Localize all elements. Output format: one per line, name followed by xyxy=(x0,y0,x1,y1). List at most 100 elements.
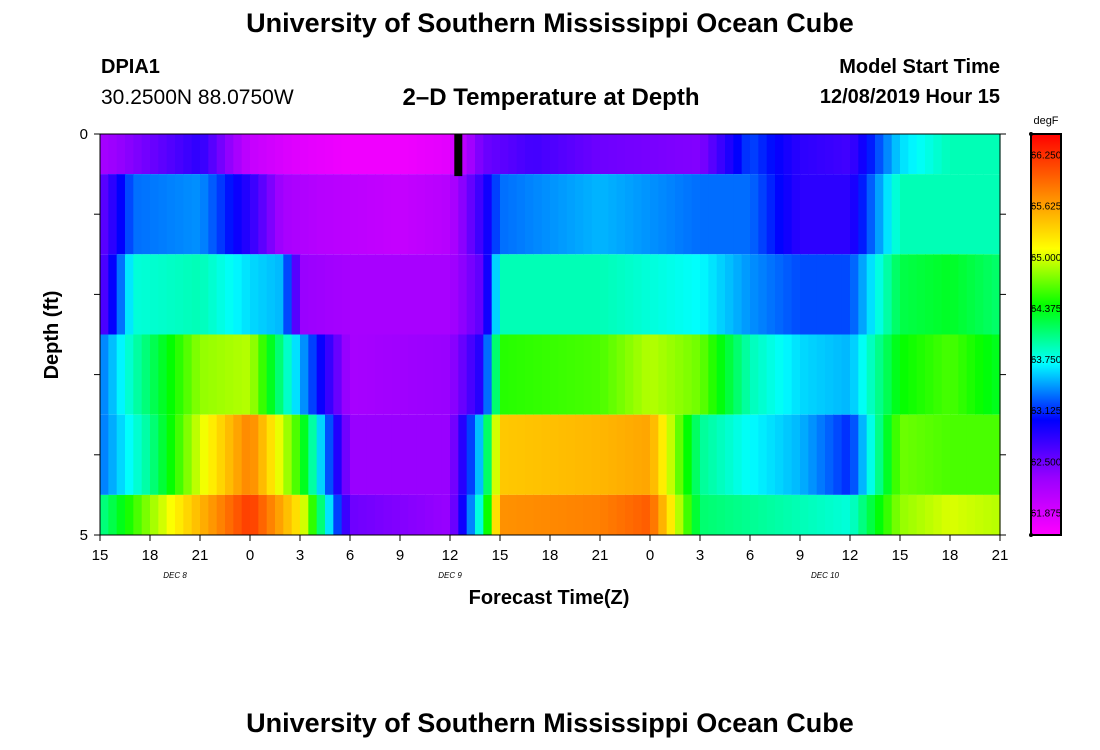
heatmap-cell xyxy=(800,254,809,335)
heatmap-cell xyxy=(658,254,668,335)
heatmap-cell xyxy=(316,334,326,415)
heatmap-cell xyxy=(200,334,209,415)
heatmap-cell xyxy=(675,494,684,535)
heatmap-cell xyxy=(658,174,668,255)
heatmap-cell xyxy=(658,414,668,495)
heatmap-cell xyxy=(941,134,951,175)
heatmap-cell xyxy=(716,334,726,415)
heatmap-cell xyxy=(641,494,651,535)
heatmap-cell xyxy=(875,494,884,535)
heatmap-cell xyxy=(450,414,459,495)
heatmap-cell xyxy=(891,134,901,175)
heatmap-cell xyxy=(983,134,993,175)
heatmap-cell xyxy=(741,414,751,495)
heatmap-cell xyxy=(366,134,376,175)
heatmap-cell xyxy=(458,334,468,415)
heatmap-cell xyxy=(500,134,509,175)
heatmap-cell xyxy=(883,174,893,255)
heatmap-cell xyxy=(433,494,443,535)
x-tick-label: 18 xyxy=(942,547,959,564)
heatmap-cell xyxy=(483,414,493,495)
heatmap-cell xyxy=(116,174,126,255)
heatmap-cell xyxy=(900,134,909,175)
heatmap-cell xyxy=(616,174,626,255)
heatmap-cell xyxy=(383,174,393,255)
heatmap-cell xyxy=(550,414,559,495)
heatmap-cell xyxy=(383,494,393,535)
heatmap-cell xyxy=(758,174,768,255)
heatmap-cell xyxy=(358,174,368,255)
heatmap-cell xyxy=(525,334,534,415)
heatmap-cell xyxy=(758,494,768,535)
heatmap-cell xyxy=(616,334,626,415)
heatmap-cell xyxy=(608,414,618,495)
heatmap-cell xyxy=(133,174,143,255)
heatmap-cell xyxy=(641,254,651,335)
heatmap-cell xyxy=(116,414,126,495)
heatmap-cell xyxy=(508,134,518,175)
heatmap-cell xyxy=(291,174,301,255)
heatmap-cell xyxy=(558,414,568,495)
heatmap-cell xyxy=(575,134,584,175)
heatmap-cell xyxy=(500,494,509,535)
heatmap-cell xyxy=(808,134,818,175)
heatmap-cell xyxy=(216,174,226,255)
heatmap-cell xyxy=(791,174,801,255)
heatmap-cell xyxy=(891,494,901,535)
heatmap-cell xyxy=(375,174,384,255)
heatmap-cell xyxy=(891,254,901,335)
heatmap-cell xyxy=(291,254,301,335)
heatmap-cell xyxy=(591,174,601,255)
x-tick-label: 3 xyxy=(296,547,304,564)
heatmap-cell xyxy=(141,494,151,535)
heatmap-cell xyxy=(508,334,518,415)
heatmap-cell xyxy=(108,254,118,335)
heatmap-cell xyxy=(383,134,393,175)
heatmap-cell xyxy=(116,494,126,535)
colorbar-label: 65.625 xyxy=(1031,202,1062,213)
heatmap-cell xyxy=(766,414,776,495)
heatmap-cell xyxy=(891,174,901,255)
heatmap-cell xyxy=(516,174,526,255)
heatmap-cell xyxy=(441,134,451,175)
heatmap-cell xyxy=(950,334,959,415)
heatmap-cell xyxy=(725,134,734,175)
heatmap-cell xyxy=(950,134,959,175)
heatmap-cell xyxy=(808,254,818,335)
heatmap-cell xyxy=(333,174,343,255)
date-label: DEC 8 xyxy=(163,571,187,580)
heatmap-cell xyxy=(191,494,201,535)
heatmap-cell xyxy=(366,174,376,255)
x-tick-label: 15 xyxy=(492,547,509,564)
x-tick-label: 21 xyxy=(992,547,1009,564)
heatmap-cell xyxy=(358,254,368,335)
heatmap-cell xyxy=(458,254,468,335)
heatmap-cell xyxy=(766,494,776,535)
heatmap-cell xyxy=(833,414,843,495)
colorbar-label: 66.250 xyxy=(1031,150,1062,161)
heatmap-cell xyxy=(866,174,876,255)
heatmap-cell xyxy=(650,134,659,175)
heatmap-cell xyxy=(883,134,893,175)
heatmap-cell xyxy=(750,134,759,175)
heatmap-cell xyxy=(783,254,793,335)
heatmap-cell xyxy=(466,414,476,495)
heatmap-cell xyxy=(866,494,876,535)
heatmap-cell xyxy=(800,334,809,415)
heatmap-cell xyxy=(966,414,976,495)
heatmap-cell xyxy=(500,414,509,495)
heatmap-cell xyxy=(158,174,168,255)
heatmap-cell xyxy=(900,334,909,415)
heatmap-cell xyxy=(483,254,493,335)
heatmap-cell xyxy=(150,334,159,415)
heatmap-cell xyxy=(391,414,401,495)
heatmap-cell xyxy=(575,334,584,415)
heatmap-cell xyxy=(975,254,984,335)
heatmap-cell xyxy=(900,494,909,535)
x-tick-label: 18 xyxy=(142,547,159,564)
colorbar-label: 63.125 xyxy=(1031,406,1062,417)
heatmap-cell xyxy=(108,414,118,495)
station-id: DPIA1 xyxy=(101,56,160,78)
heatmap-cell xyxy=(191,414,201,495)
heatmap-cell xyxy=(833,334,843,415)
